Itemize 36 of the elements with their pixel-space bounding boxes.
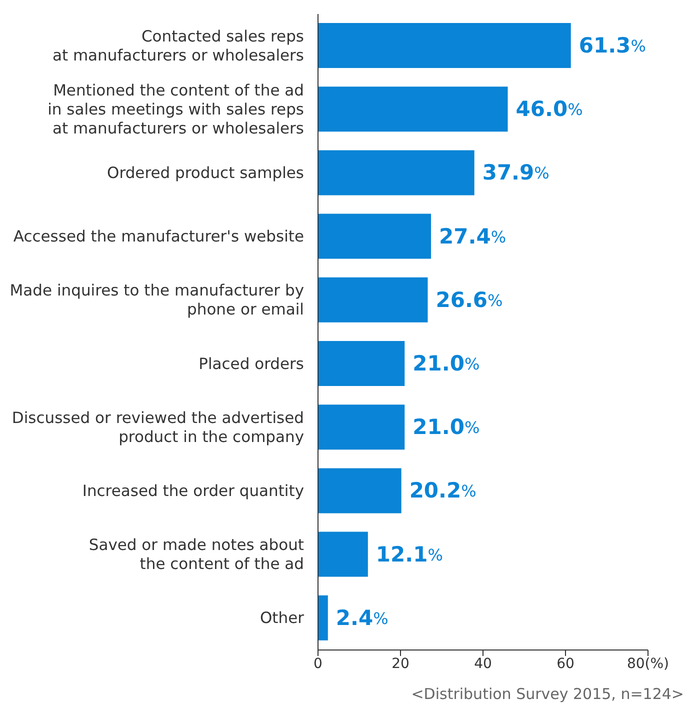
y-tick-label: Accessed the manufacturer's website [13,228,304,246]
x-tick-label: 0 [314,656,322,672]
data-label: 46.0% [516,97,583,122]
data-label: 27.4% [439,224,506,248]
x-tick-label: 40 [474,656,492,672]
y-tick-label: Made inquires to the manufacturer by phone or email [10,282,304,319]
y-tick-label: Other [260,609,305,628]
data-label: 21.0% [412,415,480,440]
data-label: 37.9% [482,160,550,185]
bar [318,595,328,640]
data-label: 26.6% [436,288,503,312]
bar [318,532,368,577]
bar [318,23,571,68]
bar [318,341,405,386]
y-tick-label: Contacted sales reps at manufacturers or wholesalers [52,27,304,64]
x-tick-label: 80(%) [626,656,670,672]
x-tick-label: 60 [556,656,574,672]
text: <Distribution Survey 2015, n=124> [411,685,684,703]
bar [318,277,428,322]
data-label: 12.1% [376,542,443,566]
y-tick-label: Ordered product samples [107,164,304,182]
data-label: 61.3% [578,34,646,58]
bar [318,404,405,450]
x-tick-label: 20 [392,656,410,672]
bar [318,468,402,514]
data-label: 21.0% [412,352,480,376]
y-tick-label: Increased the order quantity [82,482,304,500]
y-tick-label: Mentioned the content of the ad in sales meetings with sales reps at manufacturers or wholesalers [48,81,304,138]
bar [318,214,432,259]
y-tick-label: Placed orders [198,354,304,373]
y-tick-label: Saved or made notes about the content of the ad [88,536,304,574]
y-tick-label: Discussed or reviewed the advertised product in the company [12,408,304,446]
bar [318,150,474,196]
data-label: 20.2% [409,478,476,503]
data-label: 2.4% [336,606,388,630]
bar [318,86,508,132]
